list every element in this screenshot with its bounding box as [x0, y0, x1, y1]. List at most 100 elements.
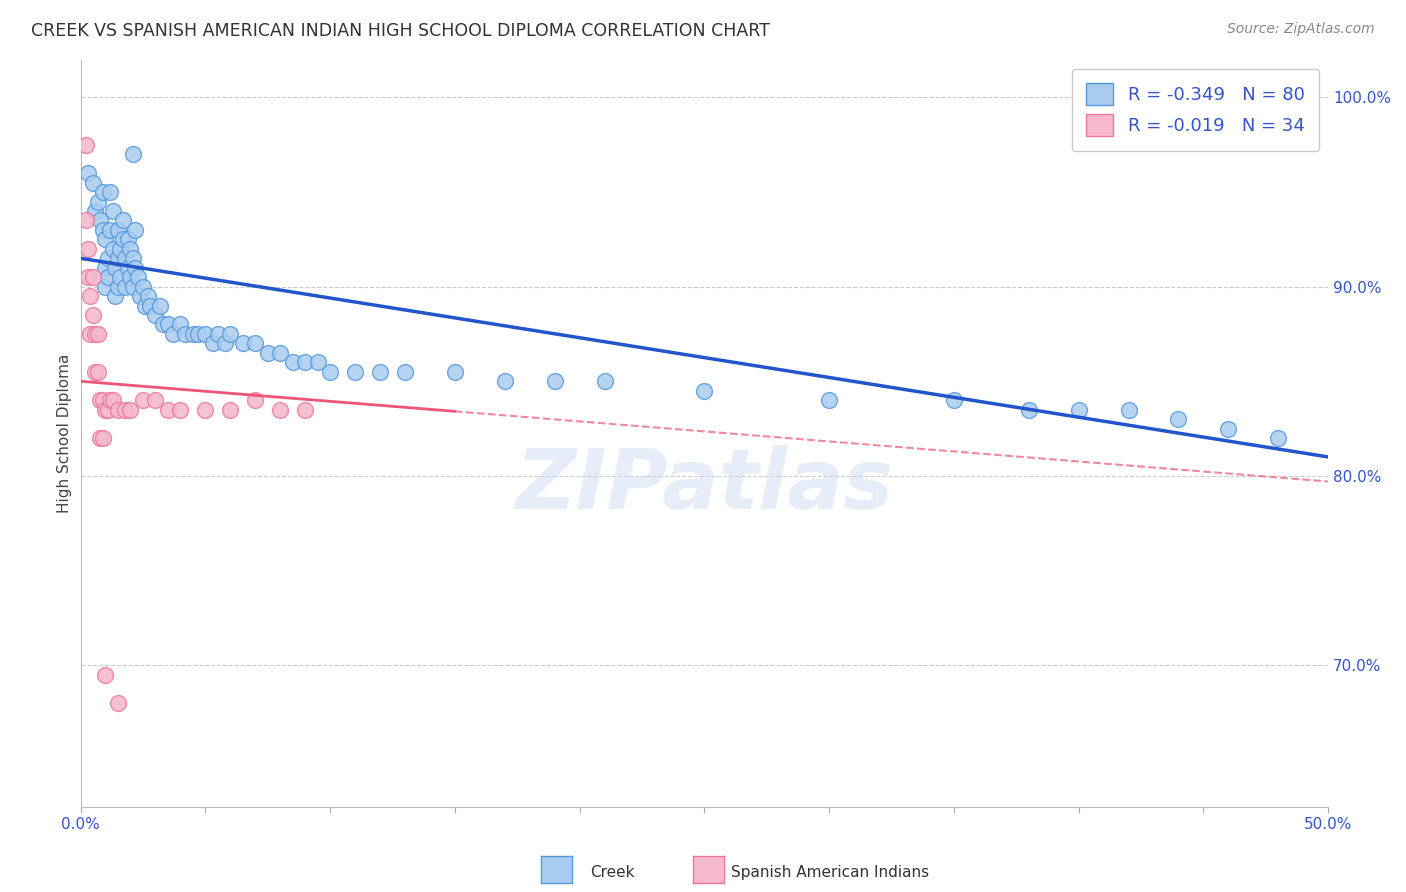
Point	[132, 279, 155, 293]
Point	[368, 365, 391, 379]
Point	[94, 667, 117, 681]
Point	[107, 223, 129, 237]
Point	[114, 252, 136, 266]
Point	[269, 402, 291, 417]
Point	[87, 194, 110, 209]
Point	[156, 402, 179, 417]
Y-axis label: High School Diploma: High School Diploma	[58, 353, 72, 513]
Point	[84, 204, 107, 219]
Point	[97, 252, 120, 266]
Text: Spanish American Indians: Spanish American Indians	[731, 865, 929, 880]
Point	[543, 374, 565, 388]
Point	[214, 336, 236, 351]
Text: Source: ZipAtlas.com: Source: ZipAtlas.com	[1227, 22, 1375, 37]
Point	[77, 242, 100, 256]
Point	[94, 279, 117, 293]
Point	[79, 326, 101, 341]
Point	[122, 147, 145, 161]
Point	[256, 346, 278, 360]
Point	[162, 326, 184, 341]
Point	[152, 318, 174, 332]
Point	[232, 336, 254, 351]
Point	[117, 232, 139, 246]
Point	[219, 402, 242, 417]
Point	[120, 270, 142, 285]
Point	[281, 355, 304, 369]
Point	[149, 299, 172, 313]
Point	[169, 318, 191, 332]
Point	[145, 308, 167, 322]
Text: ZIPatlas: ZIPatlas	[516, 445, 893, 526]
Point	[307, 355, 329, 369]
Point	[343, 365, 366, 379]
Point	[94, 260, 117, 275]
Legend: R = -0.349   N = 80, R = -0.019   N = 34: R = -0.349 N = 80, R = -0.019 N = 34	[1071, 69, 1319, 151]
Point	[124, 223, 146, 237]
Point	[124, 260, 146, 275]
Point	[120, 402, 142, 417]
Point	[107, 279, 129, 293]
Point	[79, 289, 101, 303]
Point	[89, 213, 111, 227]
Point	[818, 393, 841, 408]
Point	[194, 326, 217, 341]
Point	[111, 232, 134, 246]
Point	[122, 279, 145, 293]
Point	[104, 260, 127, 275]
Text: Creek: Creek	[591, 865, 636, 880]
Point	[110, 242, 132, 256]
Point	[120, 242, 142, 256]
Point	[77, 166, 100, 180]
Point	[194, 402, 217, 417]
Point	[107, 696, 129, 710]
Point	[101, 242, 124, 256]
Point	[593, 374, 616, 388]
Point	[132, 393, 155, 408]
Point	[84, 326, 107, 341]
Point	[111, 213, 134, 227]
Point	[94, 402, 117, 417]
Point	[82, 270, 104, 285]
Point	[1118, 402, 1140, 417]
Point	[122, 252, 145, 266]
Point	[100, 393, 122, 408]
Point	[174, 326, 197, 341]
Point	[114, 279, 136, 293]
Point	[114, 402, 136, 417]
Point	[107, 252, 129, 266]
Point	[319, 365, 342, 379]
Point	[169, 402, 191, 417]
Point	[91, 223, 114, 237]
Point	[117, 260, 139, 275]
Point	[1018, 402, 1040, 417]
Point	[91, 393, 114, 408]
Point	[75, 137, 97, 152]
Point	[84, 365, 107, 379]
Point	[94, 232, 117, 246]
Point	[394, 365, 416, 379]
Point	[181, 326, 204, 341]
Point	[77, 270, 100, 285]
Point	[110, 270, 132, 285]
Point	[139, 299, 162, 313]
Point	[129, 289, 152, 303]
Point	[101, 204, 124, 219]
Point	[1218, 421, 1240, 435]
Point	[1067, 402, 1090, 417]
Point	[82, 308, 104, 322]
Point	[104, 289, 127, 303]
Point	[97, 402, 120, 417]
Point	[107, 402, 129, 417]
Point	[243, 393, 266, 408]
Point	[136, 289, 159, 303]
Point	[243, 336, 266, 351]
Point	[127, 270, 149, 285]
Point	[100, 223, 122, 237]
Point	[494, 374, 516, 388]
Point	[87, 365, 110, 379]
Point	[187, 326, 209, 341]
Point	[145, 393, 167, 408]
Point	[294, 402, 316, 417]
Point	[100, 185, 122, 199]
Point	[693, 384, 716, 398]
